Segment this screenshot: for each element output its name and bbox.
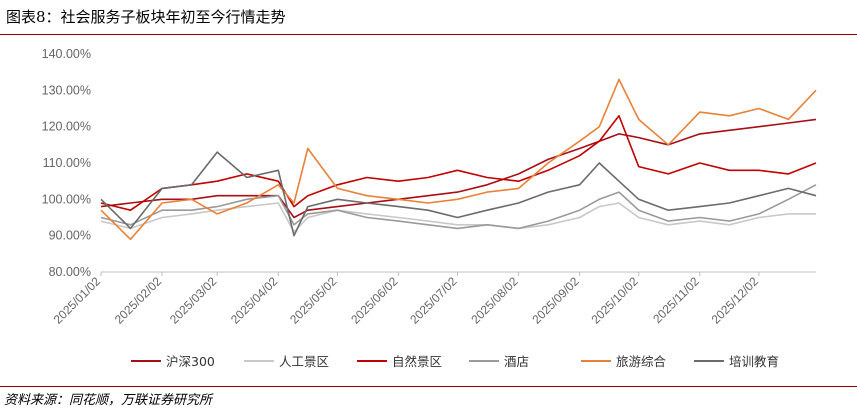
y-tick-label: 130.00% (42, 83, 91, 97)
y-tick-label: 80.00% (49, 265, 91, 279)
series-line (100, 115, 817, 211)
x-tick-label: 2025/03/02 (167, 274, 220, 327)
y-tick-label: 90.00% (49, 229, 91, 243)
series-line (100, 118, 817, 219)
y-tick-label: 110.00% (43, 156, 91, 170)
x-axis: 2025/01/02 2025/02/02 2025/03/02 2025/04/02… (51, 272, 761, 327)
legend-label: 酒店 (504, 354, 529, 369)
y-tick-label: 100.00% (42, 192, 91, 206)
x-tick-label: 2025/12/02 (709, 274, 762, 327)
legend-label: 自然景区 (392, 354, 442, 369)
x-tick-label: 2025/08/02 (468, 274, 521, 327)
x-tick-label: 2025/11/02 (650, 274, 702, 326)
legend: 沪深300 人工景区 自然景区 酒店 旅游综合 培训教育 (131, 354, 779, 369)
legend-label: 旅游综合 (616, 354, 667, 369)
y-tick-label: 120.00% (42, 120, 91, 134)
legend-label: 沪深300 (166, 354, 215, 369)
series-line (100, 202, 816, 233)
figure-title: 图表8：社会服务子板块年初至今行情走势 (6, 8, 286, 26)
x-tick-label: 2025/09/02 (529, 274, 582, 327)
x-tick-label: 2025/05/02 (287, 274, 340, 327)
x-tick-label: 2025/01/02 (51, 274, 104, 327)
y-axis: 80.00% 90.00% 100.00% 110.00% 120.00% 130.00%… (42, 47, 91, 279)
legend-label: 培训教育 (729, 354, 779, 369)
y-tick-label: 140.00% (42, 47, 91, 61)
x-tick-label: 2025/10/02 (588, 274, 641, 327)
series-line (100, 151, 817, 237)
title-divider (0, 34, 857, 35)
source-note: 资料来源：同花顺，万联证券研究所 (4, 393, 213, 408)
series-line (100, 78, 817, 241)
x-tick-label: 2025/02/02 (112, 274, 165, 327)
series-line (100, 184, 817, 230)
legend-label: 人工景区 (279, 354, 329, 369)
x-tick-label: 2025/06/02 (348, 274, 401, 327)
source-divider (0, 386, 857, 387)
x-tick-label: 2025/04/02 (228, 274, 281, 327)
line-chart: 80.00% 90.00% 100.00% 110.00% 120.00% 130.00%… (42, 47, 817, 369)
x-tick-label: 2025/07/02 (407, 274, 460, 327)
series-lines (100, 78, 817, 241)
